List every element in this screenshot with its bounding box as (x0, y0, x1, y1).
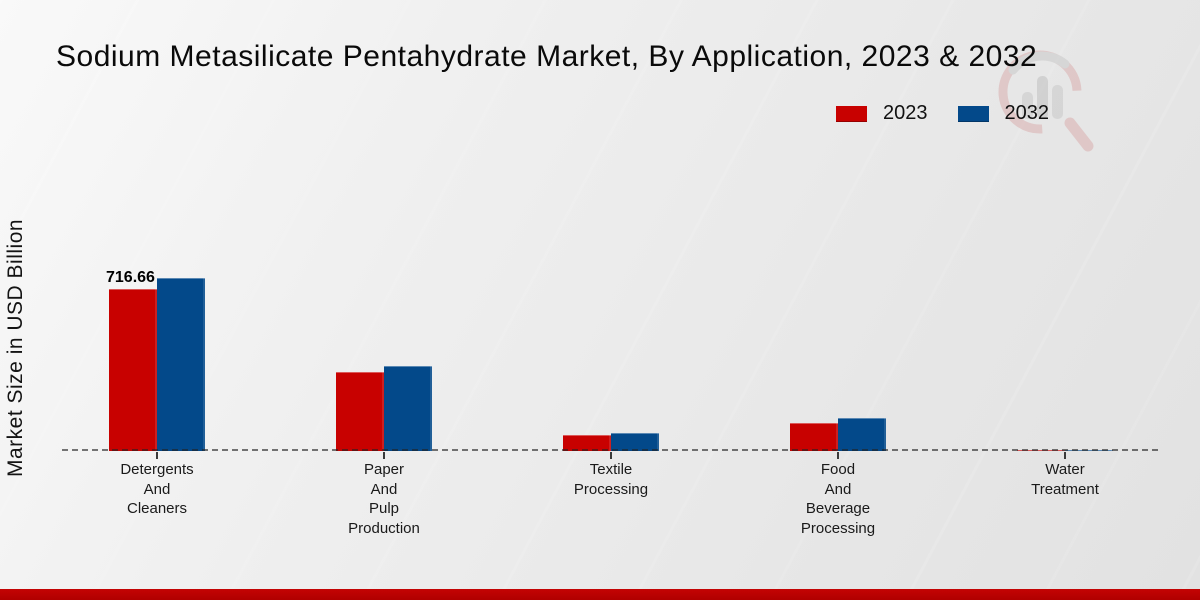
bar-value-label: 716.66 (106, 269, 155, 287)
chart-title: Sodium Metasilicate Pentahydrate Market,… (56, 40, 1038, 73)
bar-2032-category-1 (384, 365, 432, 451)
category-label-0: Detergents And Cleaners (120, 461, 194, 517)
category-label-2: Textile Processing (573, 461, 649, 498)
legend-swatch-2023 (836, 105, 867, 122)
x-axis-tick (610, 452, 612, 459)
category-label-1: Paper And Pulp Production (348, 461, 420, 537)
x-axis-tick (1064, 452, 1066, 459)
category-label-3: Food And Beverage Processing (800, 461, 876, 537)
bar-2032-category-2 (611, 432, 659, 451)
legend-item-2032: 2032 (957, 102, 1050, 125)
legend: 2023 2032 (836, 102, 1049, 125)
bar-2032-category-3 (838, 418, 886, 451)
x-axis-tick (156, 452, 158, 459)
y-axis-label: Market Size in USD Billion (4, 218, 27, 478)
legend-label: 2032 (1004, 102, 1050, 124)
bar-2023-category-2 (563, 434, 611, 451)
legend-swatch-2032 (957, 105, 989, 122)
x-axis-tick (383, 452, 385, 459)
bar-2023-category-1 (336, 372, 384, 451)
legend-item-2023: 2023 (836, 102, 928, 125)
bottom-red-band (0, 589, 1200, 600)
legend-label: 2023 (883, 102, 928, 124)
bar-2023-category-3 (790, 423, 838, 451)
zero-baseline-dashed (62, 449, 1158, 451)
magnifier-bar-chart-logo-icon (998, 50, 1094, 152)
bar-2032-category-0 (157, 278, 205, 451)
bar-2023-category-0 (109, 289, 157, 451)
x-axis-tick (837, 452, 839, 459)
category-label-4: Water Treatment (1031, 461, 1099, 498)
